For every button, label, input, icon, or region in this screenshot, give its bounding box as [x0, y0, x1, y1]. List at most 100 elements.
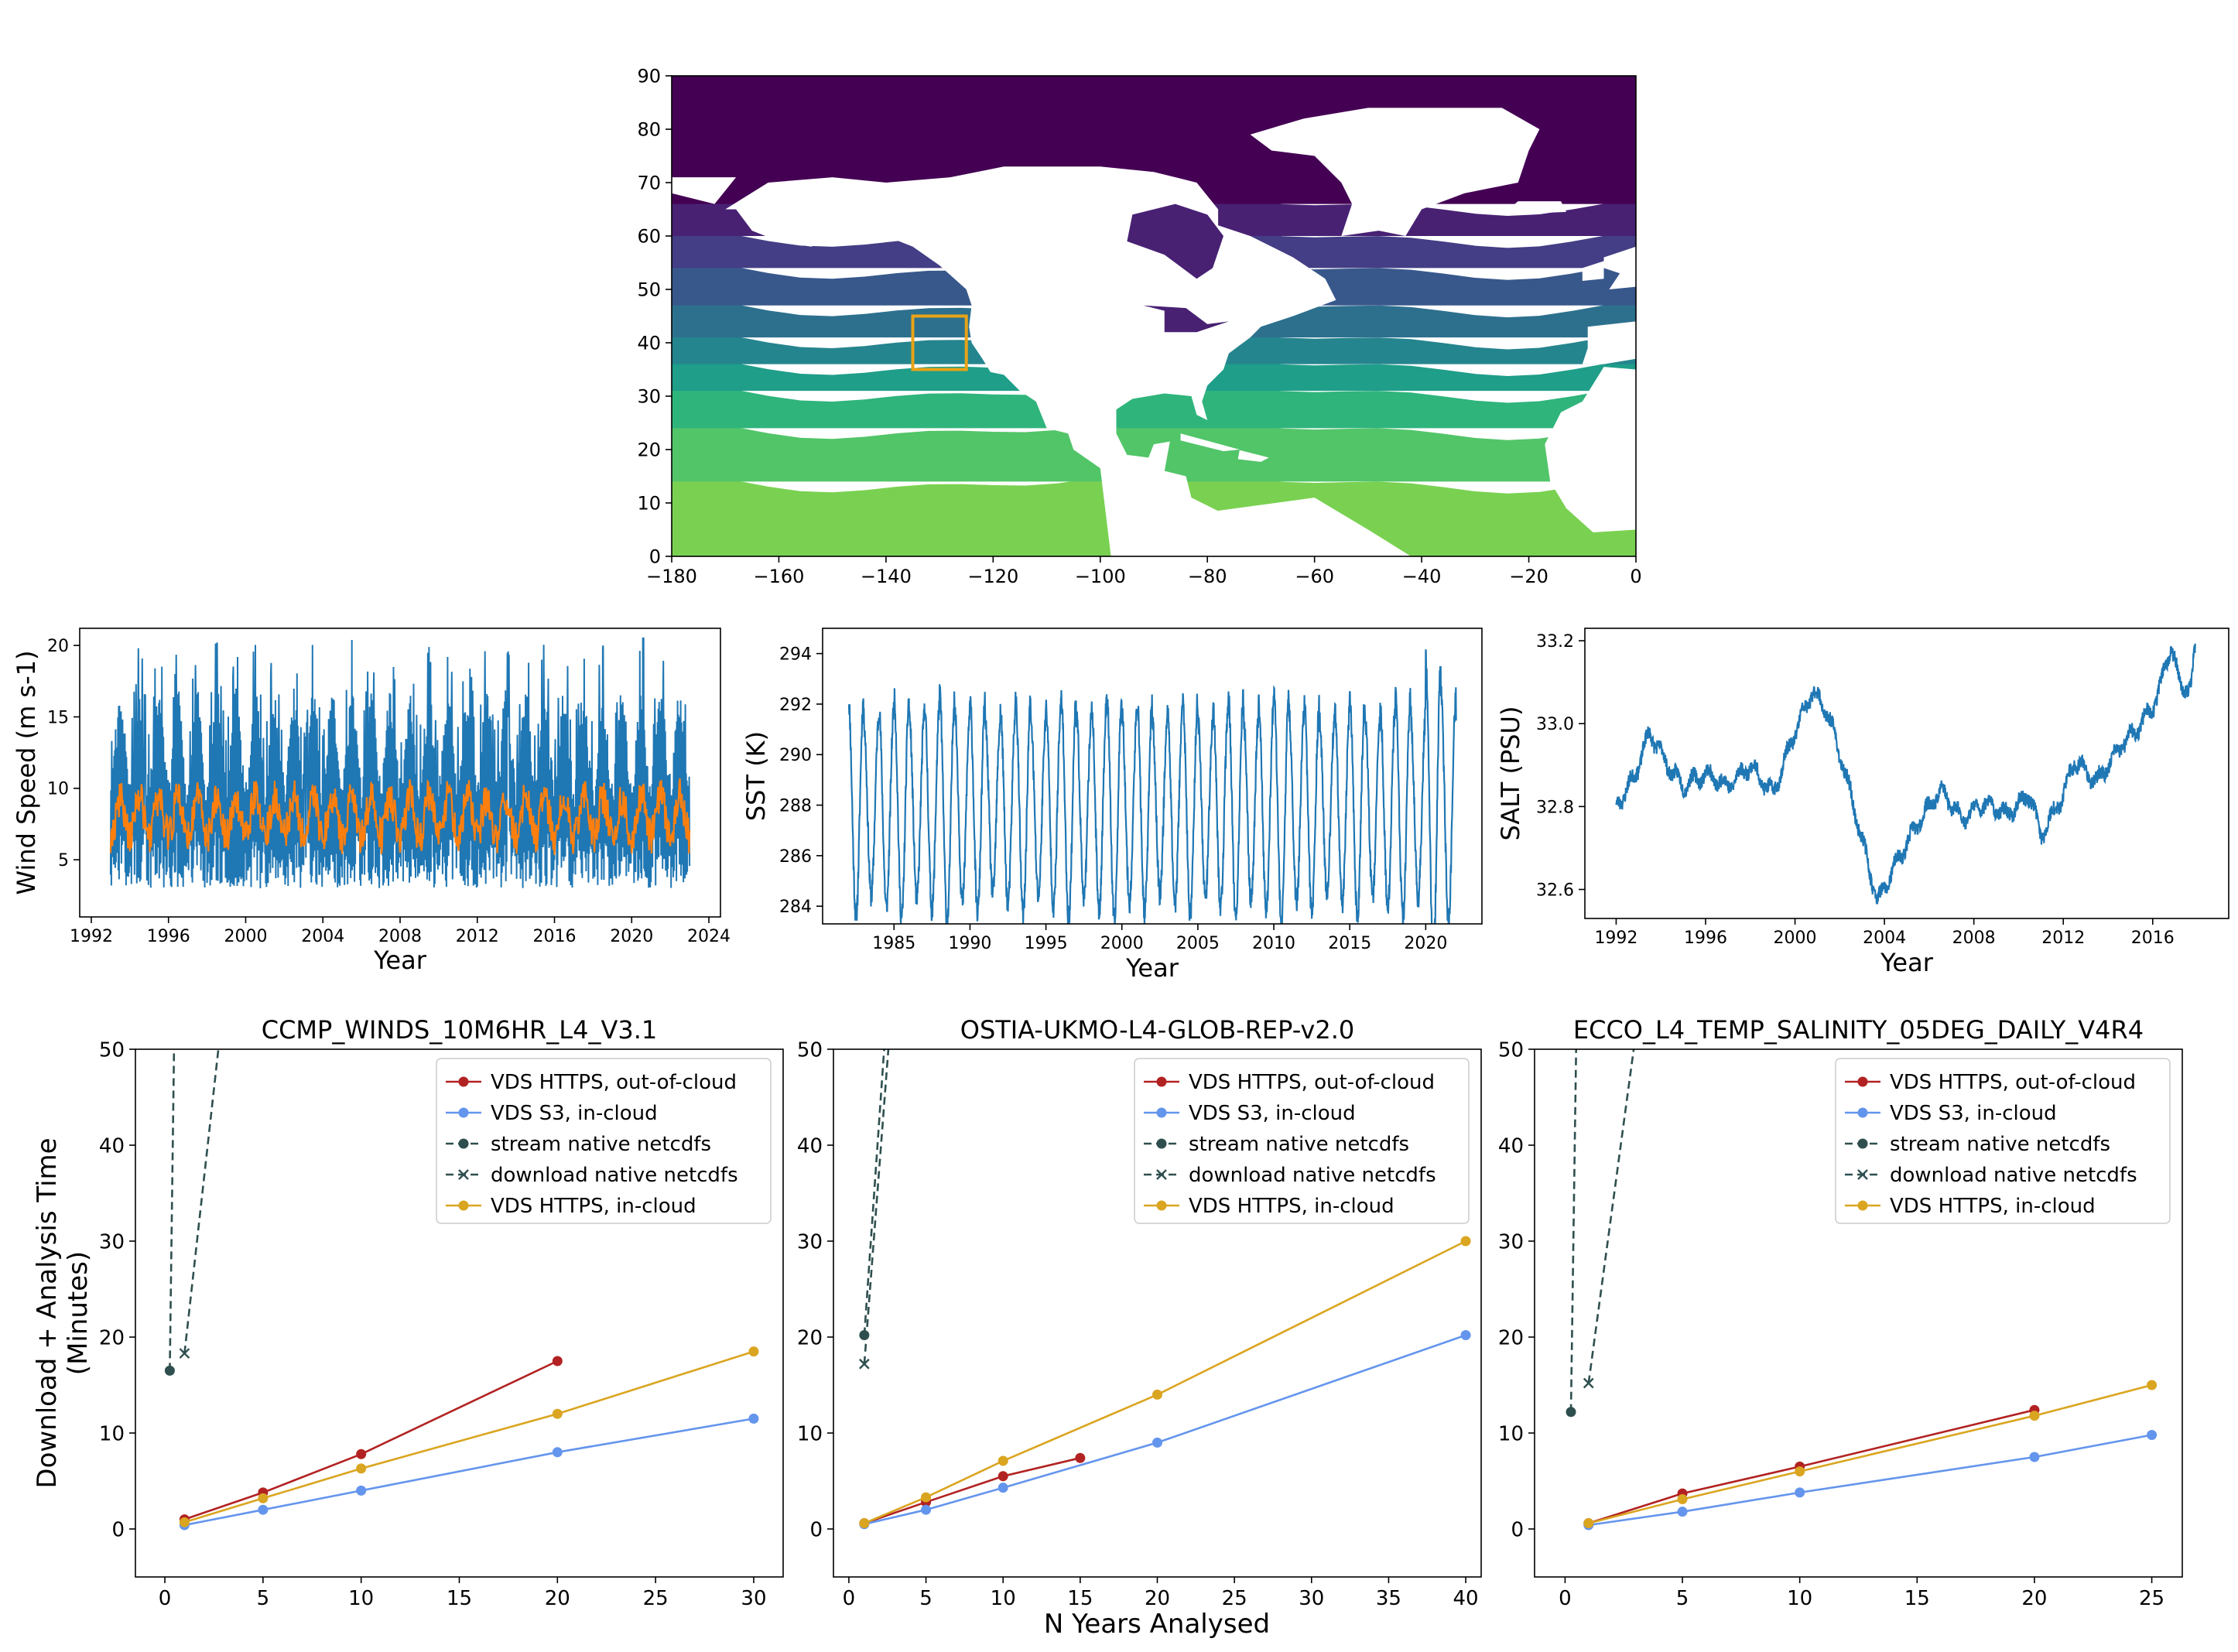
point-marker [2029, 1452, 2040, 1462]
x-tick-label: 20 [545, 1587, 570, 1610]
point-marker [921, 1504, 932, 1515]
x-tick-label: 1996 [147, 927, 190, 946]
legend-marker [458, 1200, 469, 1211]
x-tick-label: 0 [159, 1587, 172, 1610]
x-tick-label: 1992 [1594, 929, 1637, 948]
y-tick-label: 20 [99, 1326, 125, 1349]
y-tick-label: 20 [47, 637, 69, 656]
x-tick-label: 30 [741, 1587, 766, 1610]
x-tick-label: 0 [843, 1587, 856, 1610]
legend: VDS HTTPS, out-of-cloud VDS S3, in-cloud s… [1835, 1058, 2171, 1224]
y-tick-label: 33.0 [1536, 715, 1574, 734]
y-tick-label: 50 [637, 279, 661, 301]
x-tick-label: 1990 [948, 934, 991, 953]
x-tick-label: 2010 [1252, 934, 1295, 953]
plot-frame [135, 1048, 784, 1578]
x-tick-label: 2008 [378, 927, 422, 946]
series-line [863, 1049, 890, 1364]
point-marker [998, 1455, 1008, 1466]
land-mass [1501, 201, 1566, 215]
point-marker [1795, 1487, 1805, 1498]
point-marker [356, 1463, 367, 1474]
wind-chart: 1992 1996 2000 2004 2008 2012 2016 2020 2024 5 10 1… [12, 628, 731, 975]
ocean-band [672, 378, 1636, 429]
point-marker [1152, 1437, 1162, 1448]
land-mass [1196, 498, 1412, 556]
point-marker [859, 1330, 870, 1341]
point-marker [1460, 1236, 1471, 1247]
y-tick-label: 10 [99, 1422, 125, 1445]
x-tick-label: 20 [1145, 1587, 1170, 1610]
x-axis-label: Year [373, 946, 427, 975]
x-tick-label: 2020 [610, 927, 653, 946]
x-tick-label: 25 [643, 1587, 669, 1610]
legend-marker [1857, 1107, 1868, 1118]
plot-area [109, 637, 691, 889]
point-marker [258, 1504, 269, 1515]
point-marker [859, 1518, 870, 1529]
x-axis-label: Year [1880, 948, 1934, 977]
legend-marker [1156, 1076, 1167, 1087]
plot-frame [822, 628, 1483, 925]
y-tick-label: 10 [797, 1422, 823, 1445]
legend-marker [458, 1076, 469, 1087]
x-tick-label: 2000 [224, 927, 267, 946]
point-marker [1677, 1494, 1688, 1505]
y-tick-label: 20 [1498, 1326, 1524, 1349]
x-tick-label: 2004 [301, 927, 344, 946]
x-tick-label: 25 [2139, 1587, 2164, 1610]
shared-y-label-units: (Minutes) [63, 1251, 94, 1375]
x-tick-label: 15 [1067, 1587, 1093, 1610]
series-line [1588, 1384, 2152, 1524]
x-tick-label: 2005 [1176, 934, 1220, 953]
series-line [864, 1456, 1081, 1524]
y-tick-label: 10 [47, 780, 69, 799]
plot-area [1566, 1049, 2158, 1531]
point-marker [552, 1447, 563, 1458]
legend: VDS HTTPS, out-of-cloud VDS S3, in-cloud s… [1134, 1058, 1470, 1224]
legend-label: download native netcdfs [1890, 1164, 2137, 1187]
legend: VDS HTTPS, out-of-cloud VDS S3, in-cloud s… [436, 1058, 772, 1224]
x-tick-label: 0 [1630, 566, 1641, 587]
legend-label: VDS HTTPS, out-of-cloud [1890, 1071, 2136, 1094]
x-tick-label: 15 [1904, 1587, 1930, 1610]
x-tick-label: −180 [646, 566, 697, 587]
point-marker [1677, 1507, 1688, 1517]
legend-box [1835, 1058, 2171, 1224]
y-tick-label: 0 [649, 546, 661, 568]
map-chart: −180 −160 −140 −120 −100 −80 −60 −40 −20 0 0 10 20 30… [637, 66, 1641, 587]
y-tick-label: 5 [58, 851, 69, 870]
x-tick-label: 2015 [1328, 934, 1371, 953]
land-mass [1250, 108, 1540, 236]
x-tick-label: 2008 [1952, 929, 1996, 948]
x-tick-label: 5 [257, 1587, 270, 1610]
plot-frame [1584, 628, 2229, 919]
y-tick-label: 32.6 [1536, 881, 1574, 900]
panel-title: ECCO_L4_TEMP_SALINITY_05DEG_DAILY_V4R4 [1573, 1015, 2144, 1045]
y-tick-label: 90 [637, 66, 661, 87]
point-marker [921, 1492, 932, 1503]
legend-label: VDS S3, in-cloud [1189, 1102, 1356, 1125]
legend-marker [458, 1138, 469, 1149]
x-tick-label: 5 [1676, 1587, 1689, 1610]
plot-area [1615, 643, 2196, 905]
inland-water [1143, 305, 1229, 333]
legend-x-marker [1156, 1169, 1167, 1180]
legend-box [436, 1058, 772, 1224]
y-tick-label: 30 [99, 1230, 125, 1254]
series-line [184, 1350, 755, 1524]
salt-line [1615, 643, 2196, 905]
x-marker [1583, 1377, 1594, 1389]
x-tick-label: 1985 [872, 934, 915, 953]
y-tick-label: 33.2 [1536, 632, 1574, 652]
plot-area [859, 1049, 1471, 1530]
x-axis-label: Year [1125, 953, 1179, 983]
y-tick-label: 294 [779, 645, 812, 665]
point-marker [2029, 1411, 2040, 1421]
point-marker [164, 1365, 175, 1376]
point-marker [2147, 1380, 2158, 1390]
series-line [863, 1049, 885, 1336]
x-tick-label: 2000 [1100, 934, 1144, 953]
x-tick-label: −100 [1075, 566, 1126, 587]
